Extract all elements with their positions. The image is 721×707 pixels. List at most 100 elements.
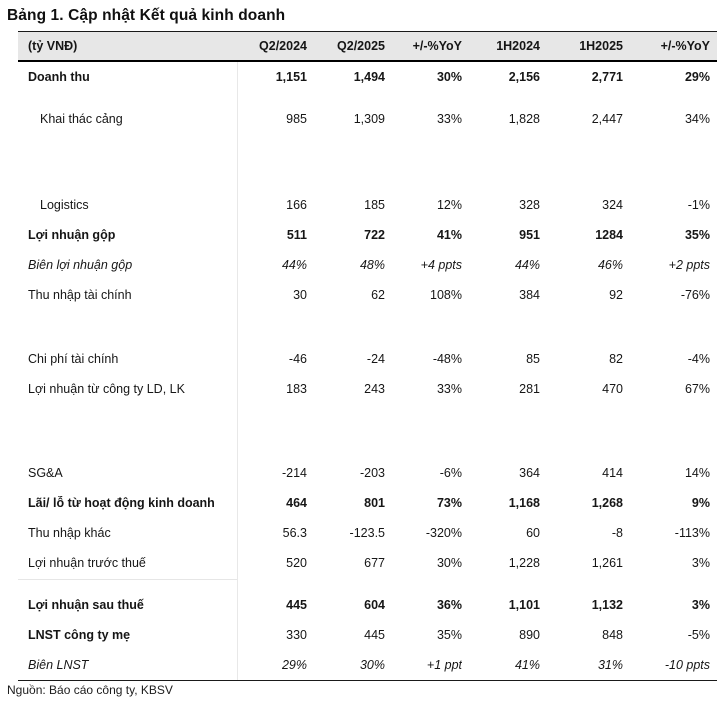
row-value: 445 <box>364 628 385 642</box>
row-value: -24 <box>366 352 385 366</box>
row-value: 60 <box>526 526 540 540</box>
row-value: -46 <box>288 352 307 366</box>
row-label: LNST công ty mẹ <box>28 628 131 642</box>
row-label: Biên LNST <box>28 658 89 672</box>
row-value: 30% <box>436 70 462 84</box>
table-row: Lợi nhuận sau thuế 445 604 36% 1,101 1,1… <box>18 590 717 620</box>
row-value: 1,309 <box>353 112 385 126</box>
row-value: 848 <box>602 628 623 642</box>
row-value: 85 <box>526 352 540 366</box>
table-row: Thu nhập tài chính 30 62 108% 384 92 -76… <box>18 280 717 310</box>
row-value: -76% <box>680 288 710 302</box>
row-value: -10 ppts <box>664 658 710 672</box>
row-value: 1,151 <box>275 70 307 84</box>
row-value: 511 <box>286 228 307 242</box>
row-value: 1,101 <box>508 598 540 612</box>
row-label: SG&A <box>28 466 63 480</box>
row-value: 12% <box>436 198 462 212</box>
row-value: 14% <box>684 466 710 480</box>
row-value: -6% <box>439 466 462 480</box>
row-value: 1,494 <box>353 70 385 84</box>
row-value: 92 <box>609 288 623 302</box>
table-row: Biên lợi nhuận gộp 44% 48% +4 ppts 44% 4… <box>18 250 717 280</box>
row-value: -123.5 <box>349 526 385 540</box>
row-value: 44% <box>281 258 307 272</box>
column-header-yoy-h: +/-%YoY <box>660 39 710 53</box>
row-label: Lãi/ lỗ từ hoạt động kinh doanh <box>28 496 215 510</box>
row-label: Lợi nhuận trước thuế <box>28 556 146 570</box>
row-value: 183 <box>286 382 307 396</box>
row-value: 33% <box>436 382 462 396</box>
table-row: Khai thác cảng 985 1,309 33% 1,828 2,447… <box>18 104 717 134</box>
row-value: 2,447 <box>591 112 623 126</box>
row-label: Logistics <box>40 198 89 212</box>
column-divider-line <box>237 62 238 680</box>
row-value: -8 <box>611 526 623 540</box>
row-value: 30% <box>359 658 385 672</box>
row-label: Lợi nhuận gộp <box>28 228 116 242</box>
row-value: 445 <box>286 598 307 612</box>
row-value: +1 ppt <box>426 658 462 672</box>
table-row: Lợi nhuận từ công ty LD, LK 183 243 33% … <box>18 374 717 404</box>
table-row: Biên LNST 29% 30% +1 ppt 41% 31% -10 ppt… <box>18 650 717 680</box>
row-value: 185 <box>364 198 385 212</box>
row-value: -1% <box>687 198 710 212</box>
row-value: 384 <box>519 288 540 302</box>
row-value: -320% <box>425 526 462 540</box>
column-header-q2-2024: Q2/2024 <box>259 39 307 53</box>
table-row: Doanh thu 1,151 1,494 30% 2,156 2,771 29… <box>18 62 717 92</box>
row-value: 520 <box>286 556 307 570</box>
row-value: 604 <box>364 598 385 612</box>
table-row: Lợi nhuận gộp 511 722 41% 951 1284 35% <box>18 220 717 250</box>
row-value: 56.3 <box>282 526 307 540</box>
row-value: 1,261 <box>591 556 623 570</box>
table-row: Lợi nhuận trước thuế 520 677 30% 1,228 1… <box>18 548 717 578</box>
row-value: 1,132 <box>591 598 623 612</box>
row-spacer <box>18 578 717 590</box>
row-label: Biên lợi nhuận gộp <box>28 258 133 272</box>
row-value: 3% <box>691 598 710 612</box>
row-value: 35% <box>436 628 462 642</box>
row-value: 29% <box>281 658 307 672</box>
table-row: SG&A -214 -203 -6% 364 414 14% <box>18 458 717 488</box>
row-value: 46% <box>597 258 623 272</box>
row-value: 29% <box>684 70 710 84</box>
row-value: 67% <box>684 382 710 396</box>
row-label: Lợi nhuận từ công ty LD, LK <box>28 382 185 396</box>
row-value: 801 <box>364 496 385 510</box>
row-value: 62 <box>371 288 385 302</box>
row-value: 985 <box>286 112 307 126</box>
row-label: Thu nhập tài chính <box>28 288 132 302</box>
row-value: -5% <box>687 628 710 642</box>
column-header-1h2025: 1H2025 <box>579 39 623 53</box>
row-value: 414 <box>602 466 623 480</box>
row-value: 890 <box>519 628 540 642</box>
row-value: 2,156 <box>508 70 540 84</box>
table-body: Doanh thu 1,151 1,494 30% 2,156 2,771 29… <box>18 62 717 681</box>
results-table: (tỷ VNĐ) Q2/2024 Q2/2025 +/-%YoY 1H2024 … <box>18 31 717 681</box>
row-value: -113% <box>674 526 710 540</box>
row-value: 34% <box>684 112 710 126</box>
row-value: 44% <box>514 258 540 272</box>
row-value: 2,771 <box>591 70 623 84</box>
row-spacer <box>18 404 717 458</box>
source-note: Nguồn: Báo cáo công ty, KBSV <box>7 683 173 697</box>
row-value: 166 <box>286 198 307 212</box>
row-value: 1,168 <box>508 496 540 510</box>
column-header-unit: (tỷ VNĐ) <box>28 39 78 53</box>
row-value: 328 <box>519 198 540 212</box>
row-value: 1,228 <box>508 556 540 570</box>
row-label: Khai thác cảng <box>40 112 123 126</box>
column-header-1h2024: 1H2024 <box>496 39 540 53</box>
row-spacer <box>18 310 717 344</box>
row-spacer <box>18 134 717 190</box>
row-spacer <box>18 92 717 104</box>
row-value: -203 <box>359 466 385 480</box>
row-value: 73% <box>436 496 462 510</box>
row-label: Chi phí tài chính <box>28 352 119 366</box>
row-label: Thu nhập khác <box>28 526 111 540</box>
row-value: 108% <box>430 288 462 302</box>
row-value: 1,268 <box>591 496 623 510</box>
row-value: -214 <box>281 466 307 480</box>
